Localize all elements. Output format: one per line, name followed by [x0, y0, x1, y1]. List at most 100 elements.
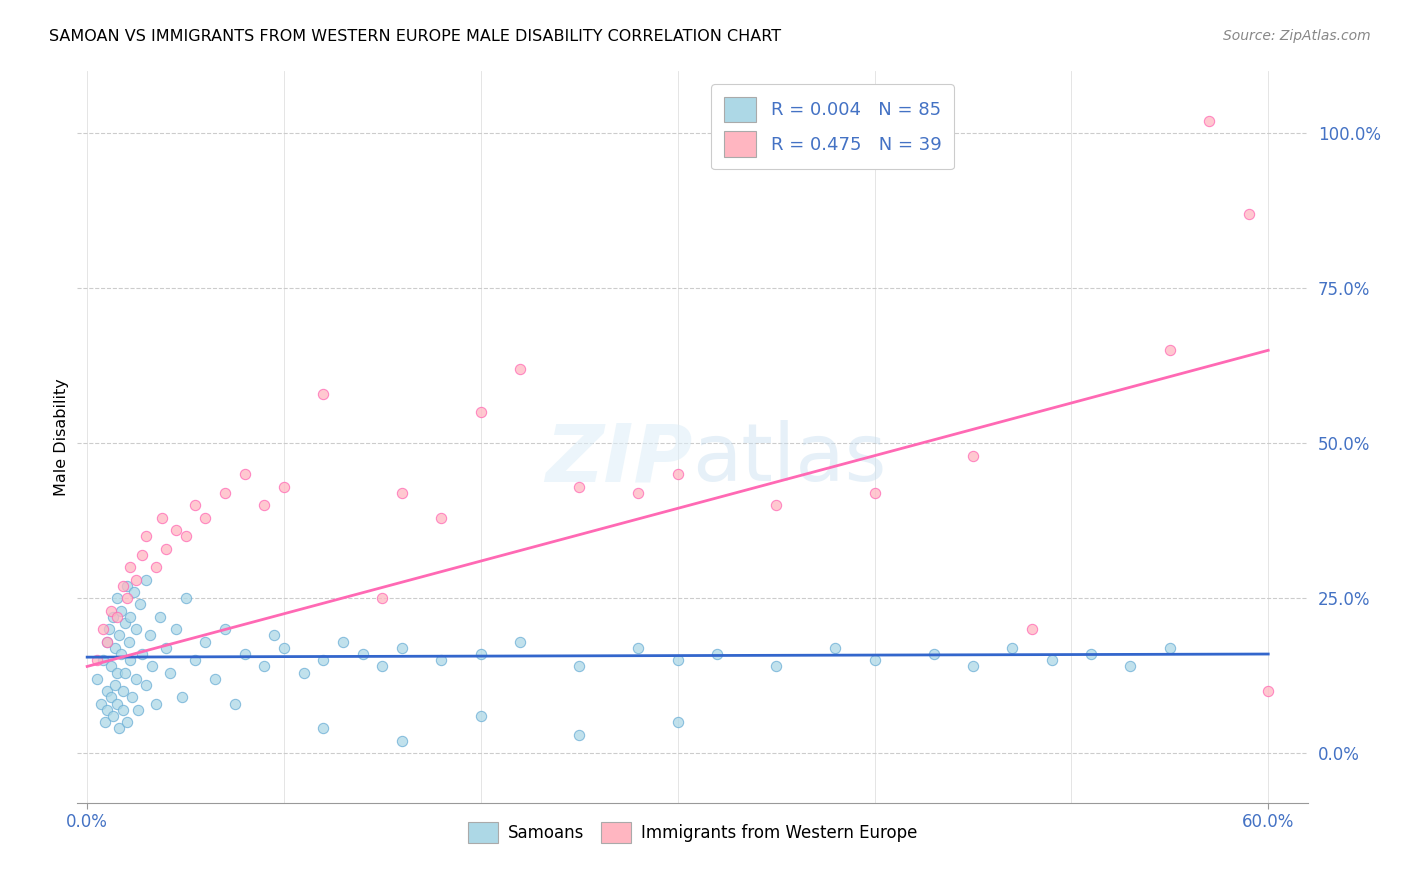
Point: [273, 480, 295, 494]
Point: [1237, 207, 1260, 221]
Point: [94, 715, 117, 730]
Point: [141, 659, 163, 673]
Text: SAMOAN VS IMMIGRANTS FROM WESTERN EUROPE MALE DISABILITY CORRELATION CHART: SAMOAN VS IMMIGRANTS FROM WESTERN EUROPE…: [49, 29, 782, 44]
Point: [765, 498, 787, 512]
Point: [131, 548, 153, 562]
Point: [155, 541, 177, 556]
Point: [233, 467, 256, 482]
Point: [135, 573, 157, 587]
Point: [174, 529, 197, 543]
Point: [224, 697, 246, 711]
Point: [105, 665, 128, 680]
Point: [101, 610, 124, 624]
Point: [165, 523, 187, 537]
Point: [391, 640, 413, 655]
Point: [430, 510, 453, 524]
Point: [104, 678, 127, 692]
Point: [332, 634, 354, 648]
Point: [233, 647, 256, 661]
Point: [135, 529, 157, 543]
Point: [170, 690, 193, 705]
Point: [214, 622, 236, 636]
Point: [568, 659, 591, 673]
Point: [194, 634, 217, 648]
Point: [1198, 114, 1220, 128]
Point: [96, 634, 118, 648]
Point: [666, 715, 689, 730]
Point: [253, 498, 276, 512]
Point: [470, 647, 492, 661]
Text: ZIP: ZIP: [546, 420, 693, 498]
Point: [111, 703, 134, 717]
Point: [115, 579, 138, 593]
Point: [568, 728, 591, 742]
Point: [105, 610, 128, 624]
Point: [184, 653, 207, 667]
Point: [568, 480, 591, 494]
Point: [150, 510, 173, 524]
Text: Source: ZipAtlas.com: Source: ZipAtlas.com: [1223, 29, 1371, 43]
Point: [120, 560, 142, 574]
Point: [666, 653, 689, 667]
Point: [263, 628, 285, 642]
Point: [90, 697, 112, 711]
Point: [114, 665, 136, 680]
Point: [470, 709, 492, 723]
Point: [470, 405, 492, 419]
Point: [86, 653, 108, 667]
Point: [312, 722, 335, 736]
Point: [863, 486, 886, 500]
Point: [1159, 640, 1181, 655]
Point: [117, 634, 139, 648]
Point: [100, 659, 122, 673]
Point: [125, 573, 148, 587]
Point: [111, 684, 134, 698]
Point: [273, 640, 295, 655]
Point: [105, 591, 128, 606]
Point: [91, 653, 114, 667]
Point: [391, 734, 413, 748]
Point: [1021, 622, 1043, 636]
Point: [96, 634, 118, 648]
Point: [922, 647, 945, 661]
Point: [666, 467, 689, 482]
Point: [110, 604, 132, 618]
Point: [391, 486, 413, 500]
Point: [125, 622, 148, 636]
Y-axis label: Male Disability: Male Disability: [53, 378, 69, 496]
Point: [627, 486, 650, 500]
Point: [100, 604, 122, 618]
Point: [371, 591, 394, 606]
Point: [292, 665, 315, 680]
Point: [1080, 647, 1102, 661]
Point: [97, 622, 120, 636]
Point: [509, 362, 531, 376]
Point: [214, 486, 236, 500]
Point: [194, 510, 217, 524]
Point: [96, 703, 118, 717]
Point: [139, 628, 162, 642]
Point: [115, 591, 138, 606]
Point: [145, 697, 167, 711]
Point: [135, 678, 157, 692]
Point: [145, 560, 167, 574]
Point: [1159, 343, 1181, 358]
Point: [1257, 684, 1279, 698]
Point: [105, 697, 128, 711]
Point: [352, 647, 374, 661]
Point: [121, 690, 143, 705]
Point: [110, 647, 132, 661]
Point: [104, 640, 127, 655]
Point: [91, 622, 114, 636]
Legend: Samoans, Immigrants from Western Europe: Samoans, Immigrants from Western Europe: [461, 815, 924, 849]
Point: [129, 598, 152, 612]
Point: [962, 449, 984, 463]
Point: [1119, 659, 1142, 673]
Point: [204, 672, 226, 686]
Point: [430, 653, 453, 667]
Point: [127, 703, 149, 717]
Point: [627, 640, 650, 655]
Point: [124, 585, 146, 599]
Point: [120, 610, 142, 624]
Point: [159, 665, 181, 680]
